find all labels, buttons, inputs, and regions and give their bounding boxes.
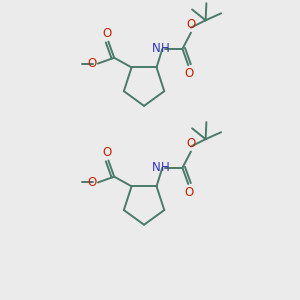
Text: O: O bbox=[103, 27, 112, 40]
Text: O: O bbox=[103, 146, 112, 159]
Text: O: O bbox=[186, 18, 196, 31]
Text: O: O bbox=[185, 185, 194, 199]
Text: H: H bbox=[161, 42, 170, 56]
Text: H: H bbox=[161, 161, 170, 174]
Text: N: N bbox=[152, 42, 161, 56]
Text: O: O bbox=[185, 67, 194, 80]
Text: O: O bbox=[87, 176, 96, 189]
Text: N: N bbox=[152, 161, 161, 174]
Text: O: O bbox=[186, 137, 196, 150]
Text: O: O bbox=[87, 57, 96, 70]
